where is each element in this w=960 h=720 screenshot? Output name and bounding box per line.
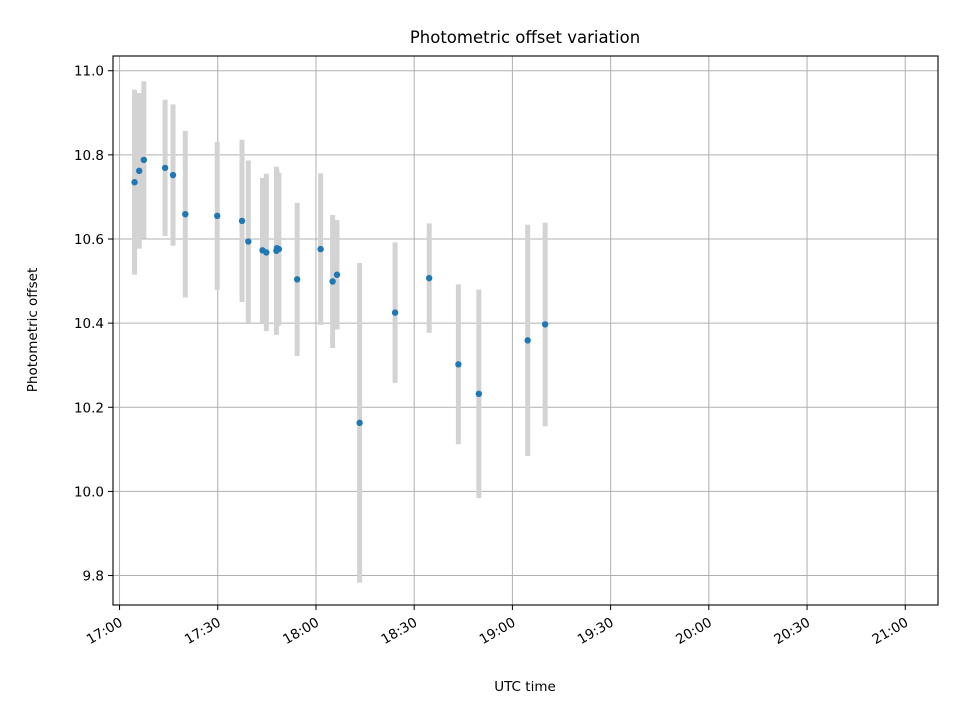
data-point xyxy=(182,210,189,218)
data-point xyxy=(275,245,283,253)
x-tick-label: 17:00 xyxy=(84,615,126,648)
data-point xyxy=(161,164,169,172)
x-axis-ticks: 17:00 17:30 18:00 18:30 19:00 19:30 20:00 20:30… xyxy=(84,605,911,648)
x-tick-label: 17:30 xyxy=(182,615,224,648)
x-tick-label: 18:00 xyxy=(280,615,322,648)
data-point xyxy=(245,238,252,245)
x-tick-label: 20:00 xyxy=(673,615,715,648)
y-tick-label: 10.6 xyxy=(74,232,104,248)
data-point xyxy=(293,276,301,283)
y-axis-label: Photometric offset xyxy=(25,268,41,392)
data-point xyxy=(329,278,336,285)
y-axis-ticks: 9.8 10.0 10.2 10.4 10.6 10.8 11.0 xyxy=(74,64,113,585)
data-point xyxy=(135,167,143,175)
y-tick-label: 11.0 xyxy=(74,64,104,80)
data-points xyxy=(131,156,549,427)
x-axis-label: UTC time xyxy=(494,679,556,695)
data-point xyxy=(317,245,324,253)
data-point xyxy=(425,274,433,282)
y-tick-label: 10.8 xyxy=(74,148,104,164)
data-point xyxy=(140,156,148,164)
data-point xyxy=(263,249,270,256)
data-point xyxy=(391,309,399,316)
data-point xyxy=(356,419,363,427)
data-point xyxy=(131,179,138,186)
data-point xyxy=(333,271,341,278)
x-tick-label: 21:00 xyxy=(870,615,912,648)
data-point xyxy=(238,217,246,225)
data-point xyxy=(475,390,483,398)
data-point xyxy=(541,321,549,328)
y-tick-label: 10.0 xyxy=(74,484,104,500)
x-tick-label: 19:00 xyxy=(477,615,519,648)
data-point xyxy=(214,212,221,220)
error-bars xyxy=(132,81,548,583)
data-point xyxy=(524,337,531,344)
x-tick-label: 19:30 xyxy=(575,615,617,648)
x-tick-label: 20:30 xyxy=(771,615,813,648)
y-tick-label: 10.2 xyxy=(74,400,104,416)
plot-frame xyxy=(112,55,939,606)
data-point xyxy=(455,361,462,368)
y-tick-label: 9.8 xyxy=(83,569,104,585)
data-point xyxy=(169,171,177,179)
x-tick-label: 18:30 xyxy=(378,615,420,648)
y-tick-label: 10.4 xyxy=(74,316,104,332)
chart-title: Photometric offset variation xyxy=(410,28,640,47)
